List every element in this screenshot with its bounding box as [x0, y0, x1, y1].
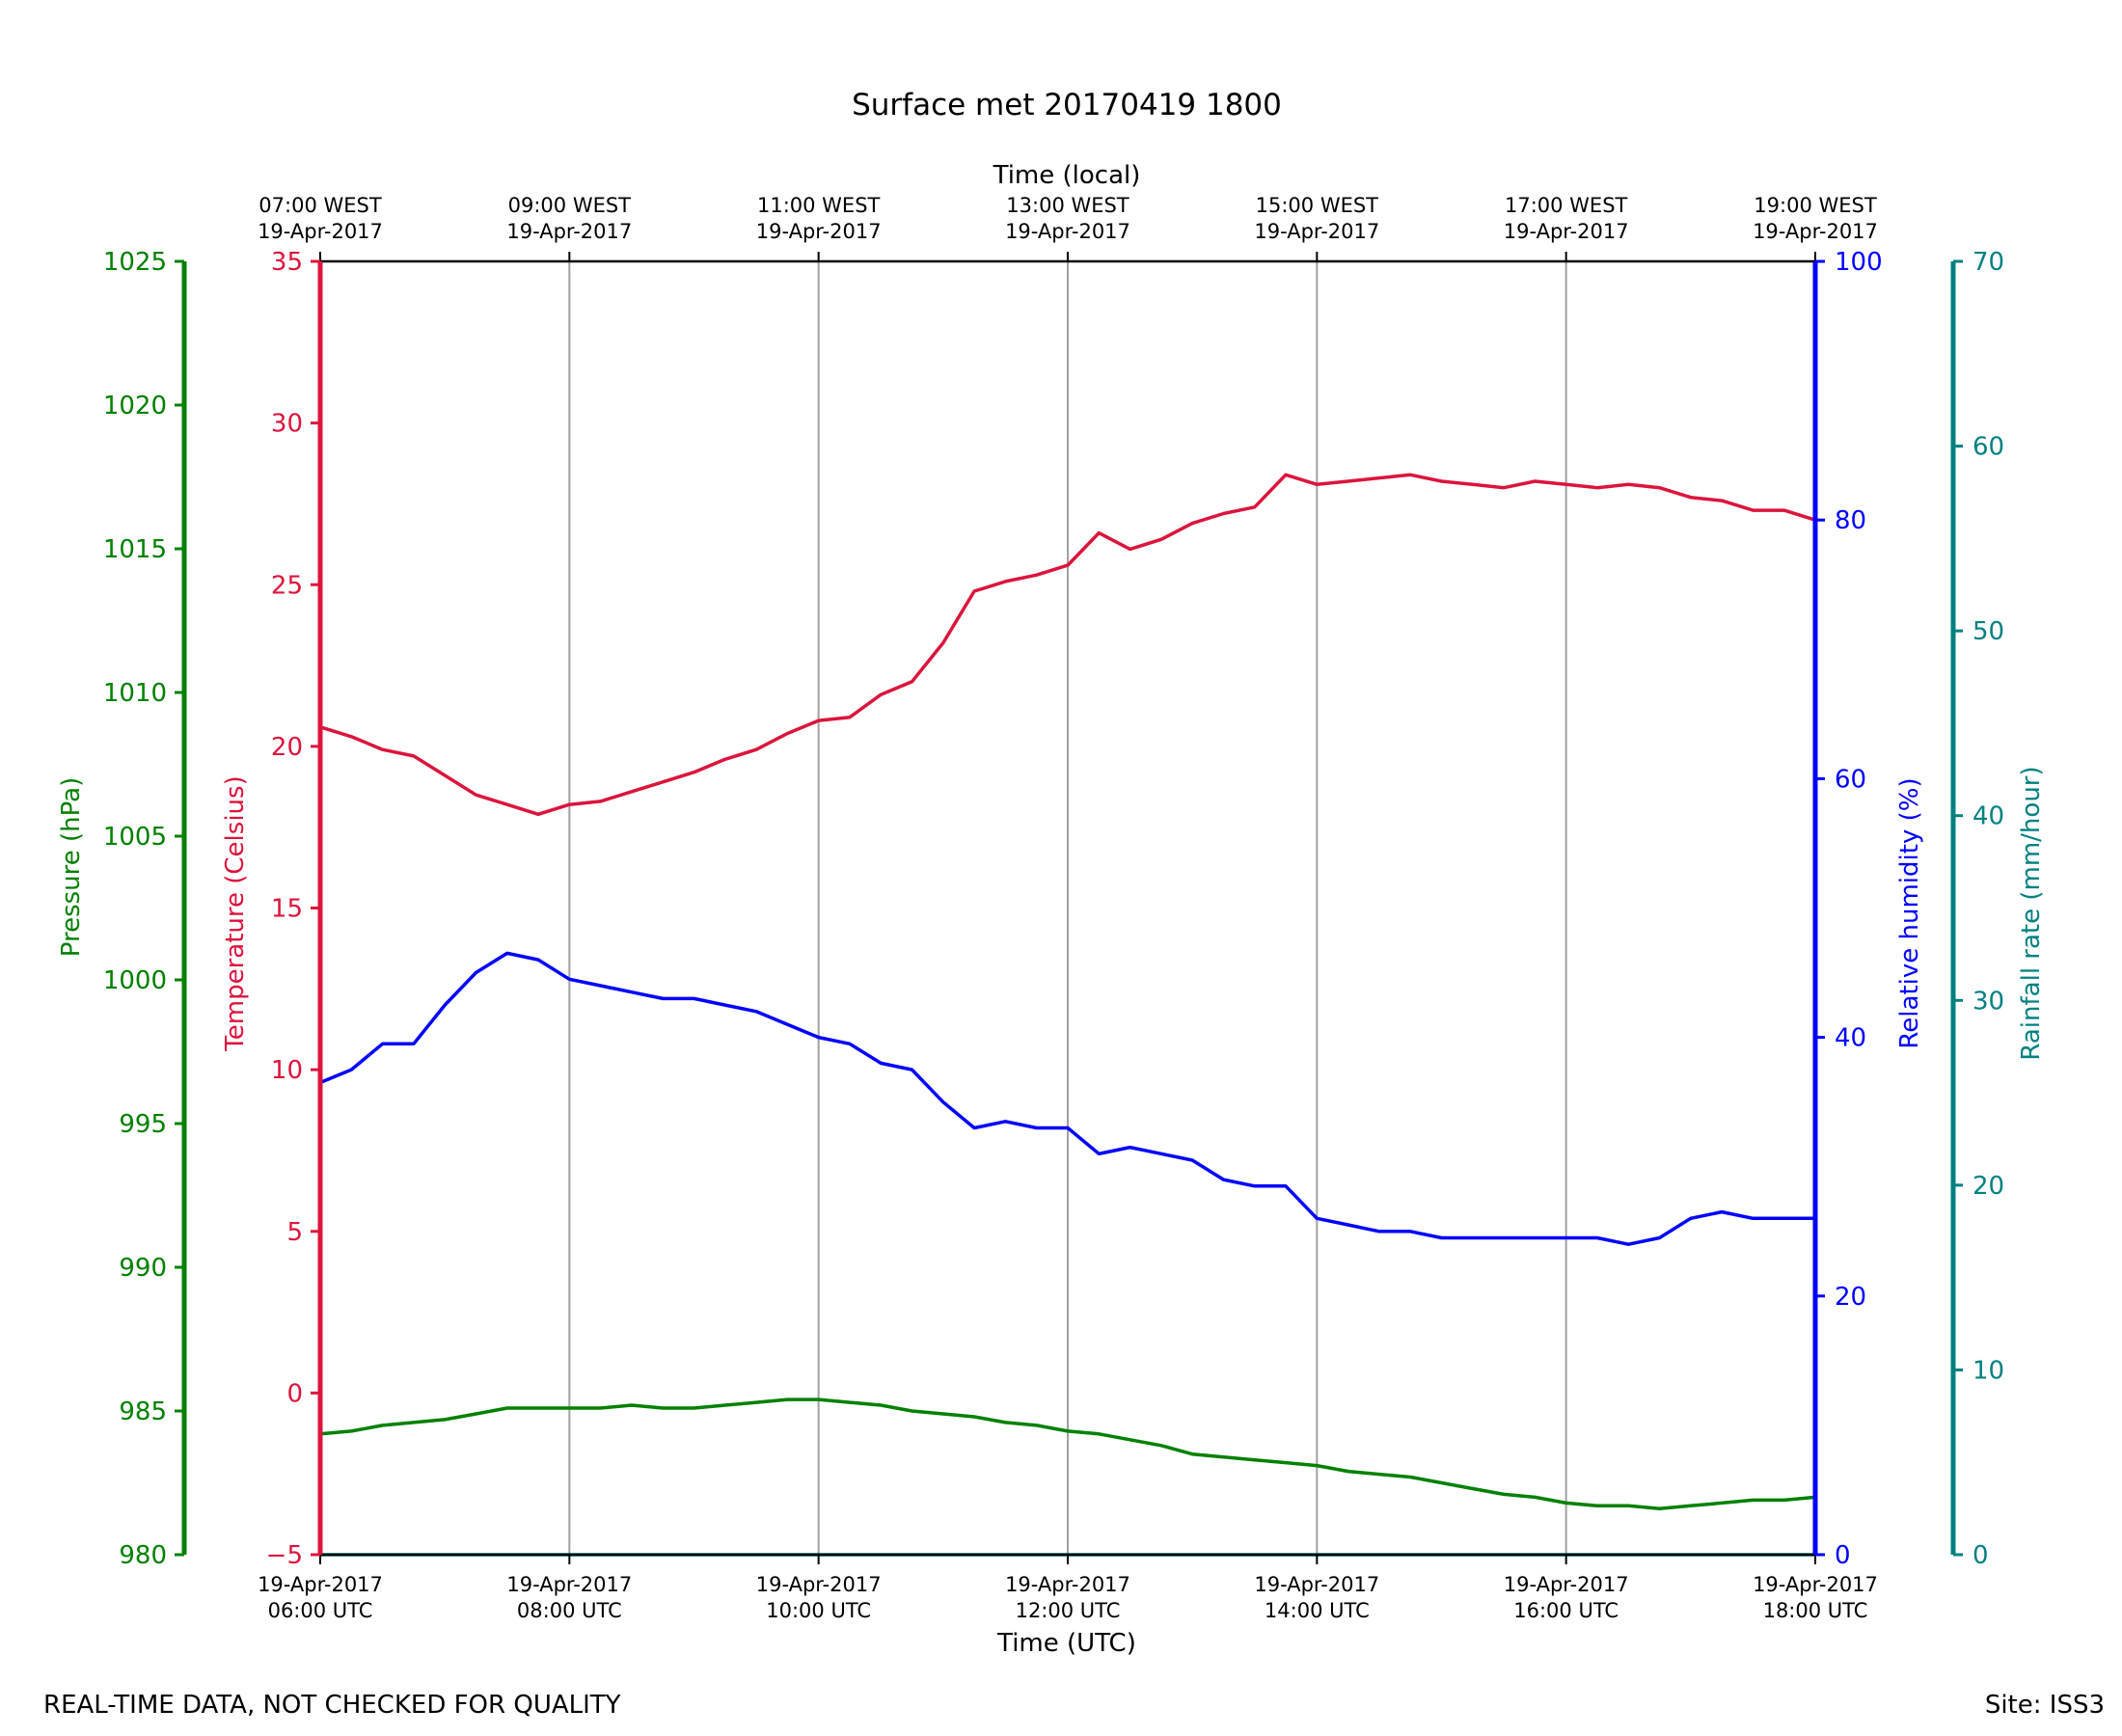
top-tick-time: 09:00 WEST	[508, 194, 632, 217]
pressure-axis-label: Pressure (hPa)	[57, 777, 86, 958]
humidity-tick-label: 80	[1835, 506, 1866, 535]
bottom-tick-time: 16:00 UTC	[1513, 1599, 1619, 1622]
bottom-tick-time: 06:00 UTC	[268, 1599, 373, 1622]
bottom-tick-date: 19-Apr-2017	[1005, 1573, 1130, 1596]
humidity-axis-label: Relative humidity (%)	[1895, 777, 1924, 1048]
temperature-tick-label: 5	[286, 1218, 303, 1247]
rainfall-tick-label: 50	[1972, 617, 2004, 646]
bottom-tick-date: 19-Apr-2017	[1504, 1573, 1629, 1596]
bottom-tick-time: 18:00 UTC	[1763, 1599, 1868, 1622]
humidity-tick-label: 0	[1835, 1541, 1851, 1570]
top-tick-time: 13:00 WEST	[1006, 194, 1129, 217]
temperature-tick-label: 10	[271, 1056, 303, 1085]
bottom-tick-date: 19-Apr-2017	[756, 1573, 882, 1596]
top-tick-date: 19-Apr-2017	[506, 220, 632, 243]
top-tick-date: 19-Apr-2017	[756, 220, 882, 243]
bottom-axis-ticks: 19-Apr-2017 06:00 UTC 19-Apr-2017 08:00 UTC…	[258, 1555, 1878, 1622]
top-tick-date: 19-Apr-2017	[1753, 220, 1878, 243]
grid	[568, 261, 1567, 1555]
bottom-tick-date: 19-Apr-2017	[258, 1573, 383, 1596]
top-tick-date: 19-Apr-2017	[258, 220, 383, 243]
temperature-tick-label: 25	[271, 571, 303, 600]
chart-title: Surface met 20170419 1800	[852, 88, 1282, 122]
bottom-tick-time: 08:00 UTC	[517, 1599, 622, 1622]
pressure-tick-label: 985	[119, 1397, 167, 1426]
rainfall-tick-label: 30	[1972, 987, 2004, 1016]
temperature-tick-label: 0	[286, 1379, 303, 1408]
humidity-tick-label: 20	[1835, 1283, 1866, 1312]
rainfall-tick-label: 70	[1972, 248, 2004, 277]
bottom-tick-time: 10:00 UTC	[766, 1599, 871, 1622]
top-tick-time: 07:00 WEST	[258, 194, 382, 217]
bottom-tick-time: 14:00 UTC	[1265, 1599, 1370, 1622]
temperature-tick-label: 20	[271, 733, 303, 762]
top-tick-time: 19:00 WEST	[1754, 194, 1877, 217]
bottom-tick-date: 19-Apr-2017	[1753, 1573, 1878, 1596]
rainfall-tick-label: 40	[1972, 802, 2004, 831]
bottom-tick-date: 19-Apr-2017	[506, 1573, 632, 1596]
temperature-tick-label: 15	[271, 895, 303, 924]
pressure-axis: 980 985 990 995 1000 1005 1010 1015 1020 1025	[103, 248, 187, 1570]
top-tick-date: 19-Apr-2017	[1254, 220, 1379, 243]
rainfall-tick-label: 10	[1972, 1356, 2004, 1385]
top-tick-time: 15:00 WEST	[1256, 194, 1379, 217]
quality-disclaimer: REAL-TIME DATA, NOT CHECKED FOR QUALITY	[43, 1691, 621, 1720]
bottom-tick-date: 19-Apr-2017	[1254, 1573, 1379, 1596]
top-axis-ticks: 07:00 WEST 19-Apr-2017 09:00 WEST 19-Apr-20…	[258, 194, 1878, 261]
rainfall-axis: 0 10 20 30 40 50 60 70	[1950, 248, 2004, 1570]
pressure-tick-label: 1010	[103, 679, 167, 708]
pressure-series	[319, 1397, 1816, 1511]
pressure-tick-label: 1015	[103, 535, 167, 564]
pressure-tick-label: 1020	[103, 392, 167, 420]
humidity-tick-label: 40	[1835, 1024, 1866, 1053]
pressure-tick-label: 995	[119, 1110, 167, 1139]
rainfall-axis-label: Rainfall rate (mm/hour)	[2017, 766, 2046, 1060]
pressure-tick-label: 980	[119, 1541, 167, 1570]
temperature-series	[319, 473, 1816, 817]
pressure-tick-label: 990	[119, 1254, 167, 1283]
site-label: Site: ISS3	[1985, 1691, 2105, 1720]
top-tick-time: 17:00 WEST	[1505, 194, 1628, 217]
temperature-tick-label: −5	[266, 1541, 303, 1570]
pressure-tick-label: 1025	[103, 248, 167, 277]
humidity-series	[319, 951, 1816, 1246]
humidity-axis: 0 20 40 60 80 100	[1812, 248, 1883, 1570]
top-axis-label: Time (local)	[993, 161, 1141, 190]
rainfall-tick-label: 60	[1972, 433, 2004, 462]
temperature-tick-label: 30	[271, 410, 303, 439]
top-tick-date: 19-Apr-2017	[1504, 220, 1629, 243]
bottom-tick-time: 12:00 UTC	[1016, 1599, 1121, 1622]
bottom-axis-label: Time (UTC)	[996, 1629, 1136, 1658]
rainfall-tick-label: 0	[1972, 1541, 1989, 1570]
pressure-tick-label: 1000	[103, 966, 167, 995]
temperature-axis-label: Temperature (Celsius)	[221, 775, 250, 1051]
top-tick-time: 11:00 WEST	[757, 194, 881, 217]
pressure-tick-label: 1005	[103, 823, 167, 852]
temperature-axis: −5 0 5 10 15 20 25 30 35	[266, 248, 323, 1570]
rainfall-tick-label: 20	[1972, 1172, 2004, 1201]
temperature-tick-label: 35	[271, 248, 303, 277]
humidity-tick-label: 100	[1835, 248, 1883, 277]
humidity-tick-label: 60	[1835, 765, 1866, 794]
top-tick-date: 19-Apr-2017	[1005, 220, 1130, 243]
